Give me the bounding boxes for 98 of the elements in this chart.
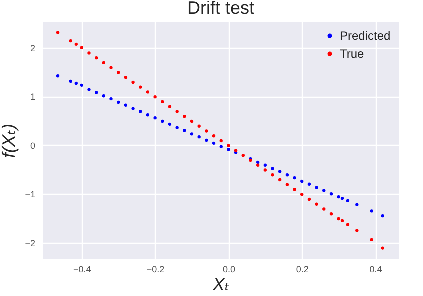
chart-title: Drift test <box>187 0 255 18</box>
point <box>227 144 230 148</box>
point <box>139 110 142 114</box>
point <box>176 126 179 130</box>
point <box>264 164 267 167</box>
point <box>190 132 194 136</box>
point <box>95 91 98 94</box>
point <box>183 115 186 118</box>
point <box>340 196 344 200</box>
point <box>74 42 78 46</box>
x-tick-label: 0.0 <box>222 264 236 274</box>
point <box>132 80 135 84</box>
point <box>124 76 128 80</box>
point <box>308 198 312 202</box>
y-tick-label: −2 <box>25 238 36 248</box>
point <box>110 97 113 101</box>
point <box>110 66 113 70</box>
point <box>190 120 194 124</box>
point <box>132 107 135 110</box>
point <box>124 104 128 107</box>
point <box>56 74 60 78</box>
point <box>220 145 223 148</box>
point <box>330 212 334 216</box>
point <box>69 80 72 84</box>
x-tick-label: 0.2 <box>296 264 309 274</box>
point <box>212 134 216 138</box>
y-tick-label: 0 <box>30 140 36 151</box>
point <box>242 154 245 158</box>
point <box>271 174 274 177</box>
point <box>74 82 78 86</box>
point <box>300 180 304 184</box>
point <box>80 46 84 50</box>
point <box>264 168 267 172</box>
point <box>198 136 201 139</box>
point <box>88 88 91 92</box>
point <box>286 174 290 177</box>
point <box>139 86 142 89</box>
point <box>293 176 296 180</box>
point <box>220 139 223 143</box>
point <box>256 164 260 167</box>
point <box>337 217 340 221</box>
point <box>322 208 326 211</box>
point <box>370 238 374 242</box>
point <box>102 94 106 98</box>
point <box>117 100 120 104</box>
point <box>278 178 282 182</box>
y-tick-label: 2 <box>30 43 36 54</box>
point <box>256 160 260 164</box>
y-tick-label: 1 <box>30 92 36 102</box>
x-axis-title: Xₜ <box>212 274 230 294</box>
point <box>154 116 157 120</box>
point <box>381 214 384 218</box>
point <box>205 130 208 133</box>
point <box>161 120 164 124</box>
x-tick-label: −0.2 <box>146 264 165 274</box>
point <box>315 186 318 190</box>
point <box>56 31 60 34</box>
point <box>176 110 179 114</box>
y-tick-label: −1 <box>25 190 36 200</box>
point <box>337 195 340 199</box>
point <box>161 100 164 104</box>
point <box>308 182 312 186</box>
point <box>370 210 374 213</box>
x-tick-label: 0.4 <box>370 264 382 274</box>
point <box>80 84 84 87</box>
point <box>154 96 157 99</box>
point <box>381 246 384 250</box>
point <box>322 189 326 192</box>
point <box>315 202 318 206</box>
point <box>340 219 344 223</box>
point <box>271 167 274 170</box>
point <box>168 105 172 108</box>
point <box>88 52 91 55</box>
point <box>183 129 186 132</box>
point <box>168 122 172 126</box>
point <box>146 114 150 117</box>
point <box>95 56 98 60</box>
point <box>286 183 290 186</box>
point <box>146 90 150 94</box>
point <box>117 71 120 74</box>
point <box>227 148 230 152</box>
y-axis-title: f(Xₜ) <box>0 124 20 158</box>
point <box>278 170 282 174</box>
x-tick-label: −0.4 <box>74 264 92 274</box>
point <box>356 229 359 232</box>
legend-label: True <box>340 47 365 61</box>
point <box>346 199 350 203</box>
point <box>198 124 201 128</box>
point <box>356 203 359 206</box>
point <box>293 188 296 192</box>
point <box>330 192 334 196</box>
point <box>69 39 72 43</box>
point <box>102 61 106 65</box>
legend-label: Predicted <box>340 29 391 43</box>
point <box>212 142 216 146</box>
point <box>205 138 208 142</box>
point <box>300 193 304 196</box>
point <box>346 223 350 226</box>
